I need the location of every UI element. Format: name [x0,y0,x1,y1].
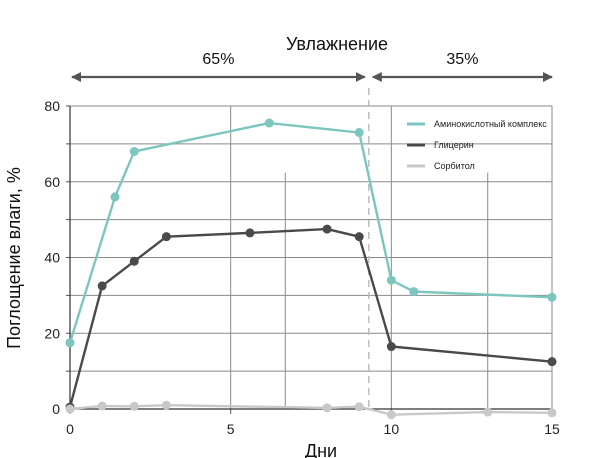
data-point [547,357,557,367]
x-tick-labels: 0 5 10 15 [66,421,560,437]
data-point [65,404,75,414]
data-point [110,192,120,202]
data-point [547,292,557,302]
grid-lines [70,88,553,409]
y-tick-label: 20 [44,325,60,341]
axes [66,105,553,414]
data-point [129,146,139,156]
data-point [322,224,332,234]
data-point [354,402,364,412]
data-point [161,400,171,410]
data-point [409,287,419,297]
x-tick-label: 15 [544,421,560,437]
data-point [354,128,364,138]
x-tick-label: 5 [227,421,235,437]
data-point [483,407,493,417]
data-point [97,401,107,411]
series-line [68,121,553,344]
data-point [161,232,171,242]
x-axis-label: Дни [305,441,337,458]
y-tick-label: 0 [52,401,60,417]
y-axis-label: Поглощение влаги, % [4,167,24,349]
phase-label: 35% [446,51,478,68]
series-line [68,227,553,408]
data-point [129,401,139,411]
chart-title: Увлажнение [286,34,388,54]
data-point [264,118,274,128]
data-series [65,118,557,420]
y-tick-label: 60 [44,174,60,190]
phase-annotations: 65% 35% [71,51,553,82]
data-point [386,410,396,420]
legend: Аминокислотный комплекс Глицерин Сорбитол [407,119,547,171]
data-point [65,338,75,348]
phase-label: 65% [202,51,234,68]
data-point [97,281,107,291]
data-point [322,403,332,413]
data-point [547,408,557,418]
x-tick-label: 10 [384,421,400,437]
data-point [386,342,396,352]
series-line [69,404,553,416]
legend-label: Глицерин [434,140,474,150]
data-point [354,232,364,242]
legend-label: Сорбитол [434,161,475,171]
legend-label: Аминокислотный комплекс [434,119,547,129]
data-point [129,256,139,266]
x-tick-label: 0 [66,421,74,437]
data-point [245,228,255,238]
y-tick-labels: 0 20 40 60 80 [44,98,60,417]
y-tick-label: 40 [44,250,60,266]
y-tick-label: 80 [44,98,60,114]
data-point [386,275,396,285]
